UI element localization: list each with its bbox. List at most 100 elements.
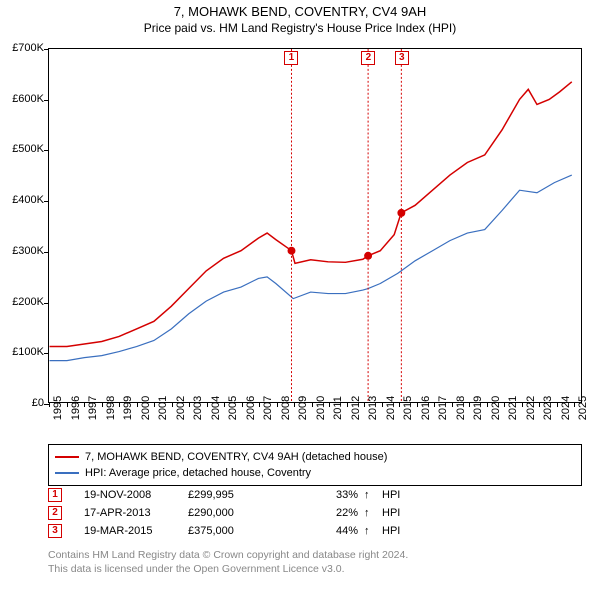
x-tick [539, 402, 540, 407]
up-arrow-icon: ↑ [364, 525, 378, 537]
x-tick-label: 2010 [315, 396, 327, 420]
x-tick [137, 402, 138, 407]
y-tick [44, 303, 49, 304]
x-tick [399, 402, 400, 407]
plot-svg [49, 49, 581, 402]
x-tick [382, 402, 383, 407]
sale-date: 17-APR-2013 [66, 507, 184, 519]
up-arrow-icon: ↑ [364, 507, 378, 519]
chart-title: 7, MOHAWK BEND, COVENTRY, CV4 9AH [0, 4, 600, 19]
legend: 7, MOHAWK BEND, COVENTRY, CV4 9AH (detac… [48, 444, 582, 486]
x-tick-label: 1996 [70, 396, 82, 420]
x-tick [312, 402, 313, 407]
x-tick-label: 2025 [577, 396, 589, 420]
footer-line: This data is licensed under the Open Gov… [48, 562, 582, 576]
sales-row: 119-NOV-2008£299,99533%↑HPI [48, 486, 582, 504]
x-tick [557, 402, 558, 407]
event-marker-box: 3 [395, 51, 409, 65]
sale-marker-dot [288, 247, 296, 255]
y-tick-label: £400K [4, 194, 44, 206]
y-tick [44, 100, 49, 101]
plot-area [48, 48, 582, 403]
y-tick [44, 201, 49, 202]
y-tick-label: £100K [4, 346, 44, 358]
x-tick [102, 402, 103, 407]
sale-hpi-suffix: HPI [382, 525, 422, 537]
x-tick-label: 1997 [87, 396, 99, 420]
x-tick [294, 402, 295, 407]
footer-line: Contains HM Land Registry data © Crown c… [48, 548, 582, 562]
x-tick-label: 2008 [280, 396, 292, 420]
x-tick-label: 2004 [210, 396, 222, 420]
x-tick [259, 402, 260, 407]
x-tick-label: 2009 [297, 396, 309, 420]
event-marker-box: 2 [361, 51, 375, 65]
x-tick-label: 2019 [472, 396, 484, 420]
sales-row: 2 17-APR-2013 £290,000 22% ↑ HPI [48, 504, 582, 522]
sale-hpi-suffix: HPI [382, 507, 422, 519]
sale-marker-dot [397, 209, 405, 217]
y-tick [44, 49, 49, 50]
x-tick [417, 402, 418, 407]
y-tick-label: £0 [4, 397, 44, 409]
x-tick-label: 2011 [332, 396, 344, 420]
up-arrow-icon: ↑ [364, 489, 378, 501]
sale-pct: 33% [310, 489, 360, 501]
y-tick-label: £200K [4, 296, 44, 308]
x-tick-label: 1999 [122, 396, 134, 420]
y-tick-label: £700K [4, 42, 44, 54]
sale-price: £375,000 [188, 525, 306, 537]
x-tick [504, 402, 505, 407]
y-tick [44, 150, 49, 151]
x-tick-label: 2018 [455, 396, 467, 420]
x-tick [242, 402, 243, 407]
x-tick [49, 402, 50, 407]
x-tick [452, 402, 453, 407]
x-tick-label: 1998 [105, 396, 117, 420]
x-tick [119, 402, 120, 407]
x-tick-label: 1995 [52, 396, 64, 420]
x-tick-label: 2012 [350, 396, 362, 420]
chart-container: 7, MOHAWK BEND, COVENTRY, CV4 9AH Price … [0, 0, 600, 590]
x-tick [84, 402, 85, 407]
sale-marker-box: 3 [48, 524, 62, 538]
x-tick [207, 402, 208, 407]
x-tick-label: 2015 [402, 396, 414, 420]
x-tick-label: 2014 [385, 396, 397, 420]
x-tick-label: 2001 [157, 396, 169, 420]
legend-swatch [55, 456, 79, 458]
y-tick-label: £300K [4, 245, 44, 257]
chart-subtitle: Price paid vs. HM Land Registry's House … [0, 21, 600, 35]
y-tick [44, 252, 49, 253]
sale-date: 19-MAR-2015 [66, 525, 184, 537]
sales-row: 319-MAR-2015£375,00044%↑HPI [48, 522, 582, 540]
x-tick [277, 402, 278, 407]
x-tick [522, 402, 523, 407]
sales-table: 119-NOV-2008£299,99533%↑HPI217-APR-2013£… [48, 486, 582, 540]
x-tick-label: 2020 [490, 396, 502, 420]
x-tick-label: 2021 [507, 396, 519, 420]
y-tick-label: £500K [4, 143, 44, 155]
x-tick [154, 402, 155, 407]
legend-label: HPI: Average price, detached house, Cove… [85, 467, 311, 479]
x-tick-label: 2000 [140, 396, 152, 420]
x-tick-label: 2013 [367, 396, 379, 420]
sale-hpi-suffix: HPI [382, 489, 422, 501]
legend-row: HPI: Average price, detached house, Cove… [55, 465, 575, 481]
x-tick [329, 402, 330, 407]
series-line-price_paid [50, 82, 572, 347]
y-tick [44, 353, 49, 354]
sale-marker-box: 2 [48, 506, 62, 520]
legend-label: 7, MOHAWK BEND, COVENTRY, CV4 9AH (detac… [85, 451, 387, 463]
x-tick [434, 402, 435, 407]
sale-price: £290,000 [188, 507, 306, 519]
x-tick [469, 402, 470, 407]
x-tick [224, 402, 225, 407]
x-tick-label: 2023 [542, 396, 554, 420]
x-tick [67, 402, 68, 407]
sale-pct: 22% [310, 507, 360, 519]
legend-row: 7, MOHAWK BEND, COVENTRY, CV4 9AH (detac… [55, 449, 575, 465]
x-tick-label: 2006 [245, 396, 257, 420]
x-tick [172, 402, 173, 407]
x-tick-label: 2022 [525, 396, 537, 420]
